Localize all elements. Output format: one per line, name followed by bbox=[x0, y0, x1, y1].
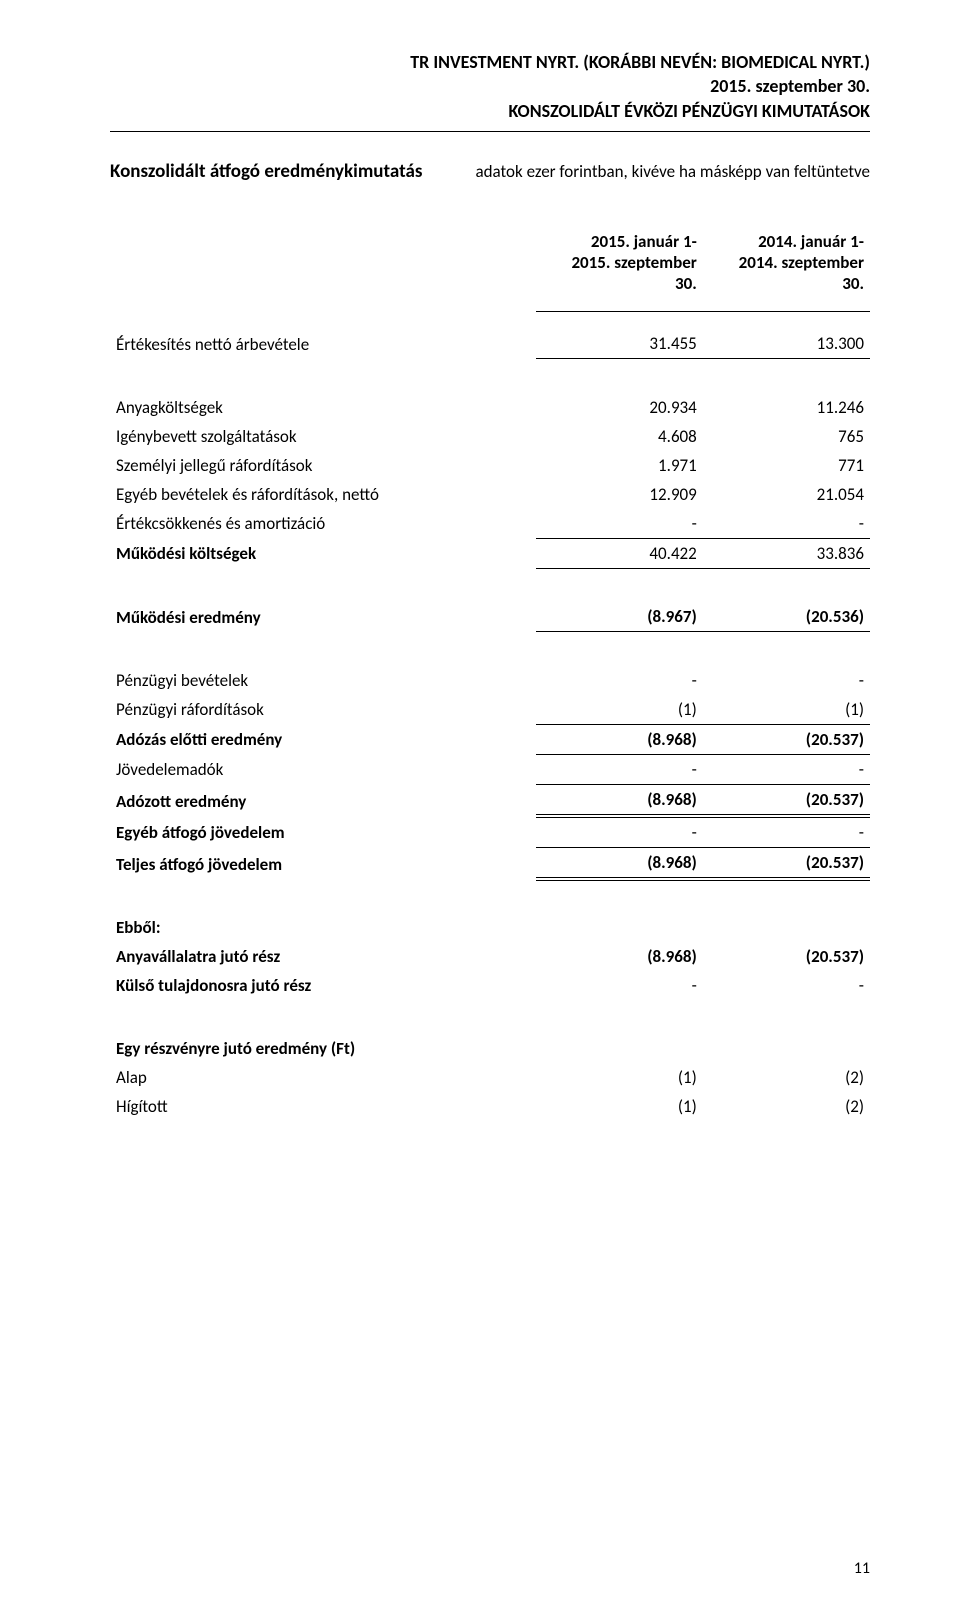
val-basic-2015: (1) bbox=[536, 1063, 703, 1092]
income-statement-table: 2015. január 1- 2015. szeptember 30. 201… bbox=[110, 227, 870, 1121]
row-eps-diluted: Hígított (1) (2) bbox=[110, 1092, 870, 1121]
val-pat-2014: (20.537) bbox=[703, 784, 870, 816]
val-sales-2014: 13.300 bbox=[703, 329, 870, 359]
val-services-2014: 765 bbox=[703, 422, 870, 451]
col-header-2014: 2014. január 1- 2014. szeptember 30. bbox=[703, 227, 870, 299]
section-title: Konszolidált átfogó eredménykimutatás bbox=[110, 160, 422, 183]
label-other: Egyéb bevételek és ráfordítások, nettó bbox=[110, 480, 536, 509]
header-underline bbox=[110, 299, 870, 312]
val-pat-2015: (8.968) bbox=[536, 784, 703, 816]
label-tax: Jövedelemadók bbox=[110, 754, 536, 784]
val-basic-2014: (2) bbox=[703, 1063, 870, 1092]
page-number: 11 bbox=[854, 1559, 870, 1578]
val-other-2015: 12.909 bbox=[536, 480, 703, 509]
row-income-tax: Jövedelemadók - - bbox=[110, 754, 870, 784]
label-material: Anyagköltségek bbox=[110, 393, 536, 422]
val-finin-2015: - bbox=[536, 666, 703, 695]
label-personnel: Személyi jellegű ráfordítások bbox=[110, 451, 536, 480]
label-depreciation: Értékcsökkenés és amortizáció bbox=[110, 509, 536, 539]
header-line-report: KONSZOLIDÁLT ÉVKÖZI PÉNZÜGYI KIMUTATÁSOK bbox=[110, 99, 870, 123]
val-oci-2015: - bbox=[536, 816, 703, 848]
val-personnel-2014: 771 bbox=[703, 451, 870, 480]
row-personnel: Személyi jellegű ráfordítások 1.971 771 bbox=[110, 451, 870, 480]
val-nci-2015: - bbox=[536, 971, 703, 1000]
val-tci-2015: (8.968) bbox=[536, 847, 703, 879]
val-tax-2015: - bbox=[536, 754, 703, 784]
label-sales: Értékesítés nettó árbevétele bbox=[110, 329, 536, 359]
val-pbt-2015: (8.968) bbox=[536, 724, 703, 754]
val-finex-2015: (1) bbox=[536, 695, 703, 725]
val-sales-2015: 31.455 bbox=[536, 329, 703, 359]
column-header-row: 2015. január 1- 2015. szeptember 30. 201… bbox=[110, 227, 870, 299]
col-header-2015: 2015. január 1- 2015. szeptember 30. bbox=[536, 227, 703, 299]
row-nci-share: Külső tulajdonosra jutó rész - - bbox=[110, 971, 870, 1000]
row-of-which-heading: Ebből: bbox=[110, 913, 870, 942]
label-pat: Adózott eredmény bbox=[110, 784, 536, 816]
label-finin: Pénzügyi bevételek bbox=[110, 666, 536, 695]
blank-cell bbox=[110, 227, 536, 299]
val-tci-2014: (20.537) bbox=[703, 847, 870, 879]
label-diluted: Hígított bbox=[110, 1092, 536, 1121]
row-financial-expense: Pénzügyi ráfordítások (1) (1) bbox=[110, 695, 870, 725]
val-personnel-2015: 1.971 bbox=[536, 451, 703, 480]
row-profit-after-tax: Adózott eredmény (8.968) (20.537) bbox=[110, 784, 870, 816]
val-diluted-2014: (2) bbox=[703, 1092, 870, 1121]
row-financial-income: Pénzügyi bevételek - - bbox=[110, 666, 870, 695]
val-material-2015: 20.934 bbox=[536, 393, 703, 422]
document-header: TR INVESTMENT NYRT. (KORÁBBI NEVÉN: BIOM… bbox=[110, 50, 870, 123]
label-ebbol: Ebből: bbox=[110, 913, 536, 942]
header-rule bbox=[110, 131, 870, 132]
val-opres-2015: (8.967) bbox=[536, 602, 703, 632]
val-opex-2014: 33.836 bbox=[703, 538, 870, 568]
row-parent-share: Anyavállalatra jutó rész (8.968) (20.537… bbox=[110, 942, 870, 971]
val-finin-2014: - bbox=[703, 666, 870, 695]
label-nci: Külső tulajdonosra jutó rész bbox=[110, 971, 536, 1000]
page: TR INVESTMENT NYRT. (KORÁBBI NEVÉN: BIOM… bbox=[0, 0, 960, 1608]
label-basic: Alap bbox=[110, 1063, 536, 1092]
row-operating-result: Működési eredmény (8.967) (20.536) bbox=[110, 602, 870, 632]
val-finex-2014: (1) bbox=[703, 695, 870, 725]
row-other-comprehensive: Egyéb átfogó jövedelem - - bbox=[110, 816, 870, 848]
row-services: Igénybevett szolgáltatások 4.608 765 bbox=[110, 422, 870, 451]
val-nci-2014: - bbox=[703, 971, 870, 1000]
row-eps-heading: Egy részvényre jutó eredmény (Ft) bbox=[110, 1034, 870, 1063]
label-oci: Egyéb átfogó jövedelem bbox=[110, 816, 536, 848]
val-services-2015: 4.608 bbox=[536, 422, 703, 451]
units-note: adatok ezer forintban, kivéve ha másképp… bbox=[475, 161, 870, 182]
label-eps-head: Egy részvényre jutó eredmény (Ft) bbox=[110, 1034, 536, 1063]
val-pbt-2014: (20.537) bbox=[703, 724, 870, 754]
val-other-2014: 21.054 bbox=[703, 480, 870, 509]
val-opres-2014: (20.536) bbox=[703, 602, 870, 632]
val-parent-2015: (8.968) bbox=[536, 942, 703, 971]
label-opex: Működési költségek bbox=[110, 538, 536, 568]
label-pbt: Adózás előtti eredmény bbox=[110, 724, 536, 754]
val-parent-2014: (20.537) bbox=[703, 942, 870, 971]
val-tax-2014: - bbox=[703, 754, 870, 784]
row-total-comprehensive: Teljes átfogó jövedelem (8.968) (20.537) bbox=[110, 847, 870, 879]
label-opres: Működési eredmény bbox=[110, 602, 536, 632]
row-eps-basic: Alap (1) (2) bbox=[110, 1063, 870, 1092]
row-sales: Értékesítés nettó árbevétele 31.455 13.3… bbox=[110, 329, 870, 359]
row-depreciation: Értékcsökkenés és amortizáció - - bbox=[110, 509, 870, 539]
row-profit-before-tax: Adózás előtti eredmény (8.968) (20.537) bbox=[110, 724, 870, 754]
row-operating-costs: Működési költségek 40.422 33.836 bbox=[110, 538, 870, 568]
val-opex-2015: 40.422 bbox=[536, 538, 703, 568]
val-depreciation-2015: - bbox=[536, 509, 703, 539]
val-material-2014: 11.246 bbox=[703, 393, 870, 422]
label-tci: Teljes átfogó jövedelem bbox=[110, 847, 536, 879]
title-row: Konszolidált átfogó eredménykimutatás ad… bbox=[110, 160, 870, 183]
label-parent: Anyavállalatra jutó rész bbox=[110, 942, 536, 971]
val-depreciation-2014: - bbox=[703, 509, 870, 539]
val-oci-2014: - bbox=[703, 816, 870, 848]
row-other-income-expense: Egyéb bevételek és ráfordítások, nettó 1… bbox=[110, 480, 870, 509]
header-line-date: 2015. szeptember 30. bbox=[110, 74, 870, 98]
val-diluted-2015: (1) bbox=[536, 1092, 703, 1121]
label-services: Igénybevett szolgáltatások bbox=[110, 422, 536, 451]
header-line-company: TR INVESTMENT NYRT. (KORÁBBI NEVÉN: BIOM… bbox=[110, 50, 870, 74]
label-finex: Pénzügyi ráfordítások bbox=[110, 695, 536, 725]
row-material-costs: Anyagköltségek 20.934 11.246 bbox=[110, 393, 870, 422]
